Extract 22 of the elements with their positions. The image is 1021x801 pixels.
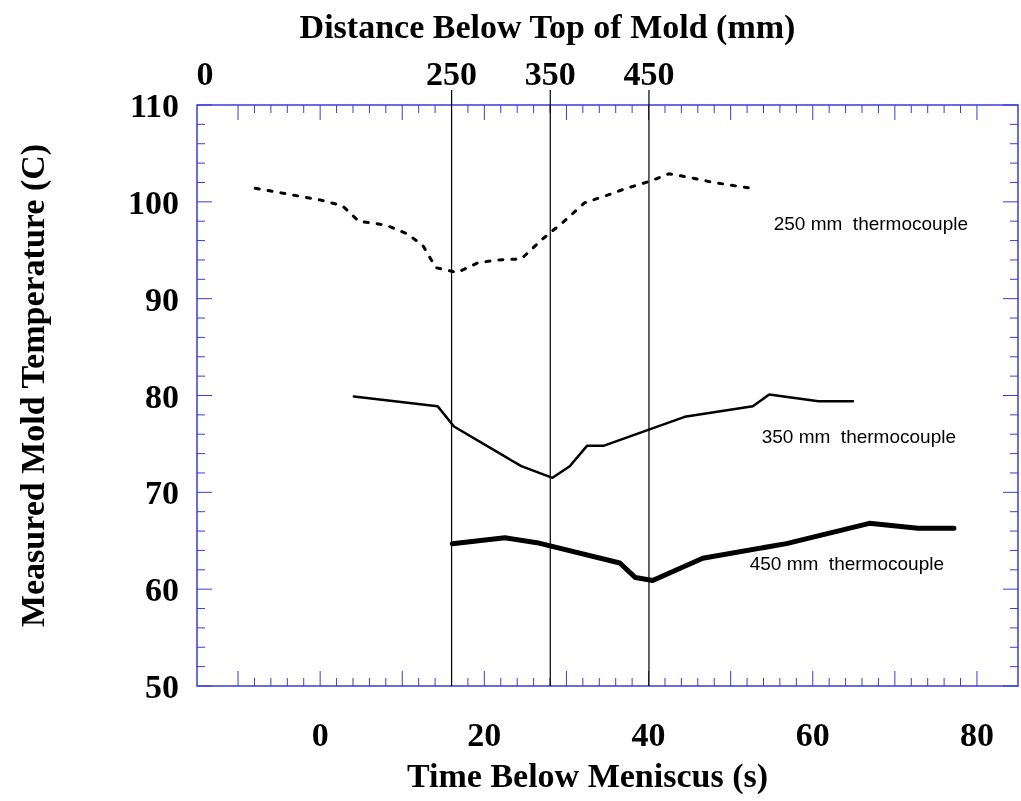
y-axis-title: Measured Mold Temperature (C) — [14, 143, 52, 628]
x2-axis-title: Distance Below Top of Mold (mm) — [299, 8, 796, 46]
x2-tick-label: 250 — [426, 55, 478, 92]
x2-tick-label: 350 — [524, 55, 576, 92]
y-tick-label: 110 — [129, 87, 179, 124]
series-label: 450 mm thermocouple — [749, 553, 944, 575]
x2-tick-label: 450 — [623, 55, 675, 92]
y-tick-label: 100 — [128, 183, 179, 221]
series-label: 350 mm thermocouple — [761, 426, 956, 448]
x-tick-label: 40 — [631, 716, 666, 753]
x-axis-title: Time Below Meniscus (s) — [406, 757, 769, 795]
x-tick-label: 20 — [467, 716, 502, 753]
y-tick-label: 80 — [145, 377, 179, 415]
y-tick-label: 60 — [145, 571, 179, 609]
y-tick-label: 50 — [145, 668, 179, 705]
series-label: 250 mm thermocouple — [773, 213, 968, 235]
y-tick-label: 70 — [145, 474, 179, 512]
x-tick-label: 60 — [795, 716, 830, 753]
x-tick-label: 80 — [959, 716, 994, 753]
x2-tick-label: 0 — [196, 55, 214, 92]
x-tick-label: 0 — [311, 716, 329, 753]
y-tick-label: 90 — [145, 280, 179, 318]
